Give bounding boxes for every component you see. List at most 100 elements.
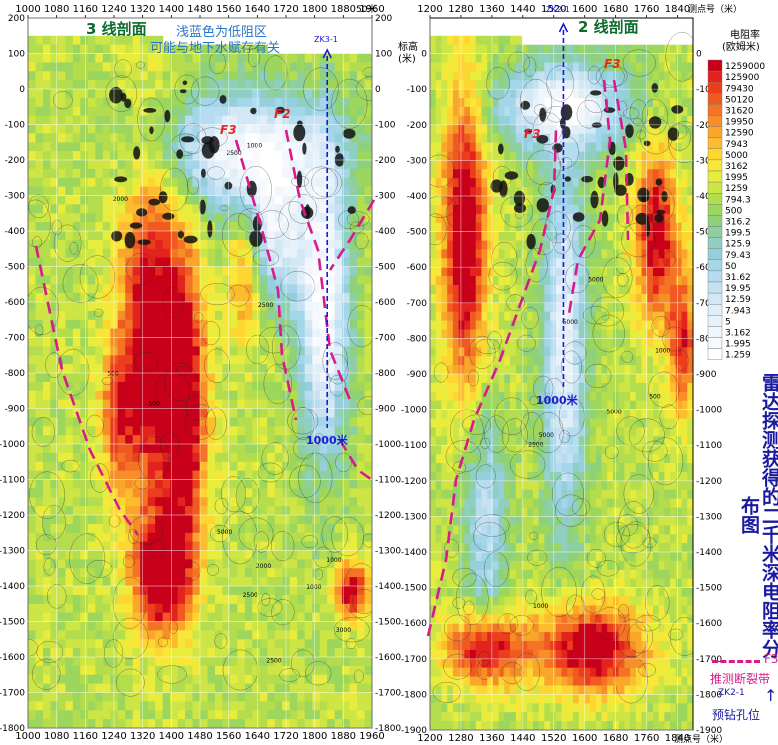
y-tick-label-right: -1200 — [375, 511, 401, 521]
y-tick-label-left: -500 — [5, 263, 26, 273]
x-tick-label-bottom: 1880 — [331, 731, 356, 742]
y-tick-label-left: -600 — [5, 298, 26, 308]
colorbar-swatch — [707, 292, 723, 305]
x-tick-label-bottom: 1840 — [665, 733, 690, 744]
borehole-arrow-icon — [322, 48, 332, 59]
colorbar-level-label: 316.2 — [725, 218, 751, 228]
y-tick-label-left: -300 — [5, 192, 26, 202]
fault-line — [328, 199, 376, 271]
colorbar-level-label: 5000 — [725, 151, 748, 161]
x-tick-label-bottom: 1640 — [245, 731, 270, 742]
y-tick-label-right: -1400 — [375, 582, 401, 592]
x-tick-label-bottom: 1600 — [572, 733, 597, 744]
fault-line — [612, 79, 630, 241]
contour-value-label: 5000 — [588, 276, 603, 283]
contour-value-label: 2500 — [226, 150, 241, 157]
y-tick-label-left: -400 — [407, 192, 428, 202]
y-tick-label-right: -1000 — [696, 406, 722, 416]
colorbar-level-label: 79430 — [725, 84, 754, 94]
y-tick-label-right: -1500 — [375, 618, 401, 628]
contour-value-label: 5000 — [217, 529, 232, 536]
y-tick-label-right: -1800 — [375, 724, 401, 734]
contour-value-label: 2000 — [256, 563, 271, 570]
fault-legend-swatch — [712, 660, 760, 663]
x-tick-label-top: 1400 — [159, 4, 184, 15]
y-tick-label-right: -700 — [375, 334, 396, 344]
contour-value-label: 2000 — [113, 196, 128, 203]
x-tick-label-bottom: 1240 — [101, 731, 126, 742]
x-tick-label-bottom: 1680 — [603, 733, 628, 744]
x-tick-label-top: 1760 — [634, 4, 659, 15]
colorbar-swatch — [707, 315, 723, 327]
y-tick-label-left: -1300 — [401, 512, 427, 522]
colorbar-swatch — [707, 259, 723, 272]
colorbar-swatch — [707, 326, 723, 338]
colorbar-level-label: 5 — [725, 317, 731, 327]
borehole-arrow-icon: ↑ — [764, 686, 778, 705]
y-tick-label-right: -1700 — [696, 655, 722, 665]
section-2-bottom-unit: 测点号（米） — [674, 733, 728, 745]
x-tick-label-top: 1520 — [541, 4, 566, 15]
x-tick-label-top: 1280 — [448, 4, 473, 15]
fault-line — [338, 439, 373, 482]
y-tick-label-right: -1600 — [696, 619, 722, 629]
x-tick-label-top: 1880 — [331, 4, 356, 15]
colorbar-level-label: 19.95 — [725, 284, 751, 294]
contour-value-label: 1000 — [655, 347, 670, 354]
x-tick-label-bottom: 1560 — [216, 731, 241, 742]
colorbar-swatch — [707, 270, 723, 283]
y-tick-label-left: -400 — [5, 227, 26, 237]
y-tick-label-left: -1800 — [0, 724, 25, 734]
y-tick-label-right: 100 — [375, 50, 392, 60]
colorbar-swatch — [707, 126, 723, 138]
fault-label: F3 — [220, 123, 237, 137]
x-tick-label-bottom: 1320 — [130, 731, 155, 742]
x-tick-label-top: 1240 — [101, 4, 126, 15]
y-tick-label-left: 0 — [19, 85, 25, 95]
x-tick-label-bottom: 1720 — [273, 731, 298, 742]
section-2-borehole: ZK2-1 1000米 — [536, 5, 579, 407]
y-tick-label-left: -800 — [407, 334, 428, 344]
contour-value-label: 1000 — [533, 603, 548, 610]
x-tick-label-bottom: 1400 — [159, 731, 184, 742]
fault-line — [284, 129, 352, 401]
y-tick-label-right: -900 — [696, 370, 717, 380]
colorbar-swatch — [707, 115, 723, 127]
x-tick-label-top: 1440 — [510, 4, 535, 15]
y-tick-label-right: -400 — [375, 227, 396, 237]
colorbar-swatch — [707, 226, 723, 238]
borehole-name: ZK3-1 — [314, 35, 338, 44]
colorbar-swatch — [707, 159, 723, 172]
y-tick-label-left: -1700 — [401, 655, 427, 665]
x-tick-label-top: 1160 — [73, 4, 98, 15]
x-tick-label-bottom: 1960 — [359, 731, 384, 742]
colorbar-level-label: 7.943 — [725, 306, 751, 316]
borehole-legend-desc: 预钻孔位 — [712, 708, 761, 722]
colorbar-swatch — [707, 237, 723, 249]
colorbar-swatch — [707, 104, 723, 116]
borehole-depth-label: 1000米 — [306, 433, 349, 447]
section-2-ticks: 1200 1280 1360 1440 1520 1600 1680 1760 1840 1200… — [401, 4, 723, 744]
section-3-grid — [27, 17, 373, 729]
y-tick-label-left: -300 — [407, 156, 428, 166]
colorbar-swatch — [707, 93, 723, 105]
borehole-depth-label: 1000米 — [536, 393, 579, 407]
colorbar-level-label: 3162 — [725, 162, 748, 172]
y-tick-label-right: 0 — [375, 85, 381, 95]
fault-line — [566, 79, 612, 321]
y-tick-label-right: -1300 — [696, 512, 722, 522]
colorbar-level-label: 199.5 — [725, 229, 751, 239]
x-tick-label-bottom: 1520 — [541, 733, 566, 744]
colorbar-swatch — [707, 59, 723, 72]
colorbar-swatch — [707, 204, 723, 216]
colorbar-level-label: 500 — [725, 206, 742, 216]
y-tick-label-right: -1700 — [375, 689, 401, 699]
y-tick-label-left: -1000 — [0, 440, 25, 450]
colorbar-level-label: 12.59 — [725, 295, 751, 305]
fault-line — [34, 245, 140, 536]
section-3-ticks: 1000 1080 1160 1240 1320 1400 1480 1560 1640 1720… — [0, 4, 401, 742]
y-tick-label-right: -100 — [375, 121, 396, 131]
x-tick-label-bottom: 1280 — [448, 733, 473, 744]
x-tick-label-top: 1680 — [603, 4, 628, 15]
colorbar-title-line2: (欧姆米) — [722, 40, 760, 53]
